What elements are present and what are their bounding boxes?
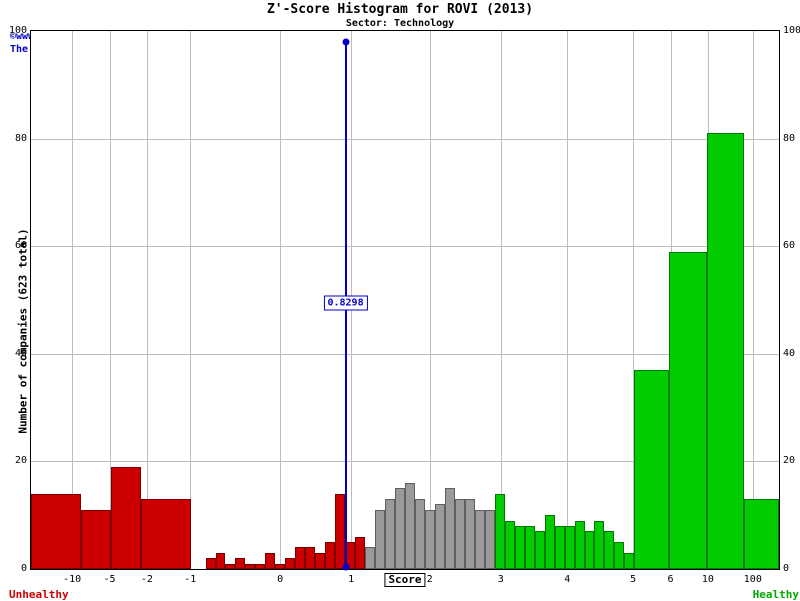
y-axis-tick-label-right: 80 [783, 132, 796, 144]
histogram-bar [494, 493, 505, 569]
gridline-horizontal [31, 246, 779, 248]
gridline-vertical [633, 31, 635, 569]
histogram-bar [414, 499, 425, 569]
histogram-bar [375, 509, 386, 569]
x-axis-tick-label: 5 [630, 574, 637, 585]
histogram-bar [554, 525, 565, 569]
histogram-bar [31, 493, 81, 569]
histogram-bar [235, 558, 246, 569]
x-axis-tick-label: 3 [497, 574, 504, 585]
histogram-bar [325, 542, 336, 569]
x-axis-tick-label: -1 [184, 574, 197, 585]
gridline-horizontal [31, 461, 779, 463]
y-axis-tick-label: 80 [14, 132, 27, 144]
histogram-bar [140, 499, 191, 569]
histogram-bar [355, 536, 366, 569]
gridline-horizontal [31, 138, 779, 140]
histogram-bar [424, 509, 435, 569]
gridline-vertical [109, 31, 111, 569]
gridline-vertical [280, 31, 282, 569]
x-axis-tick-label: -10 [63, 574, 82, 585]
x-axis-tick-label: -2 [140, 574, 153, 585]
histogram-bar [484, 509, 495, 569]
y-axis-tick-label-right: 0 [783, 563, 790, 574]
histogram-bar [624, 552, 635, 569]
gridline-vertical [72, 31, 74, 569]
plot-area: Number of companies (623 total) Score Un… [9, 25, 800, 601]
histogram-bar [385, 499, 396, 569]
histogram-bar [315, 552, 326, 569]
histogram-bar [574, 520, 585, 569]
histogram-bar [275, 563, 286, 569]
histogram-bar [544, 515, 555, 569]
y-axis-tick-label-right: 20 [783, 455, 796, 467]
score-marker-dot-bottom [342, 563, 350, 571]
histogram-bar [395, 488, 405, 569]
page-title: Z'-Score Histogram for ROVI (2013) [266, 2, 534, 17]
x-axis-tick-label: -5 [103, 574, 116, 585]
histogram-bar [744, 499, 779, 569]
x-axis-tick-label: 4 [564, 574, 571, 585]
histogram-bar [444, 488, 455, 569]
histogram-bar [474, 509, 485, 569]
y-axis-tick-label: 60 [14, 240, 27, 252]
histogram-bar [604, 531, 615, 569]
histogram-bar [614, 542, 625, 569]
histogram-bar [305, 547, 316, 569]
x-axis-tick-label: 100 [743, 574, 762, 585]
histogram-bar [634, 369, 670, 569]
histogram-bar [564, 525, 575, 569]
gridline-vertical [500, 31, 502, 569]
y-axis-tick-label: 20 [14, 455, 27, 467]
gridline-vertical [146, 31, 148, 569]
score-value-badge: 0.8298 [323, 295, 368, 311]
histogram-bar [215, 552, 226, 569]
histogram-bar [706, 133, 745, 569]
histogram-bar [464, 499, 475, 569]
gridline-vertical [429, 31, 431, 569]
histogram-bar [405, 482, 415, 569]
histogram-bar [524, 525, 535, 569]
histogram-bar [225, 563, 236, 569]
x-axis-tick-label: 10 [701, 574, 714, 585]
histogram-bar [295, 547, 306, 569]
histogram-bar [534, 531, 545, 569]
y-axis-title: Number of companies (623 total) [16, 228, 30, 434]
histogram-bar [365, 547, 376, 569]
y-axis-tick-label-right: 60 [783, 240, 796, 252]
histogram-bar [669, 251, 707, 569]
y-axis-tick-label: 40 [14, 347, 27, 359]
x-axis-tick-label: 0 [277, 574, 284, 585]
histogram-bar [110, 466, 141, 569]
histogram-bar [255, 563, 266, 569]
gridline-horizontal [31, 353, 779, 355]
histogram-bar [285, 558, 296, 569]
x-axis-tick-label: 6 [667, 574, 674, 585]
histogram-bar [514, 525, 525, 569]
gridline-vertical [752, 31, 754, 569]
histogram-bar [454, 499, 465, 569]
histogram-bar [205, 558, 216, 569]
gridline-vertical [567, 31, 569, 569]
histogram-bar [80, 509, 111, 569]
y-axis-tick-label-right: 40 [783, 347, 796, 359]
healthy-label: Healthy [752, 588, 799, 601]
x-axis-title: Score [384, 573, 426, 587]
score-marker-dot-top [342, 38, 350, 46]
y-axis-tick-label: 100 [8, 25, 27, 36]
histogram-bar [504, 520, 515, 569]
histogram-bar [245, 563, 256, 569]
x-axis-tick-label: 1 [348, 574, 355, 585]
histogram-bar [265, 552, 276, 569]
chart-subtitle: Sector: Technology [345, 18, 455, 29]
y-axis-tick-label-right: 100 [783, 25, 800, 36]
unhealthy-label: Unhealthy [9, 588, 69, 601]
histogram-bar [584, 531, 595, 569]
gridline-vertical [190, 31, 192, 569]
histogram-bar [434, 504, 445, 569]
y-axis-tick-label: 0 [20, 563, 27, 574]
histogram-bar [594, 520, 605, 569]
x-axis-tick-label: 2 [426, 574, 433, 585]
